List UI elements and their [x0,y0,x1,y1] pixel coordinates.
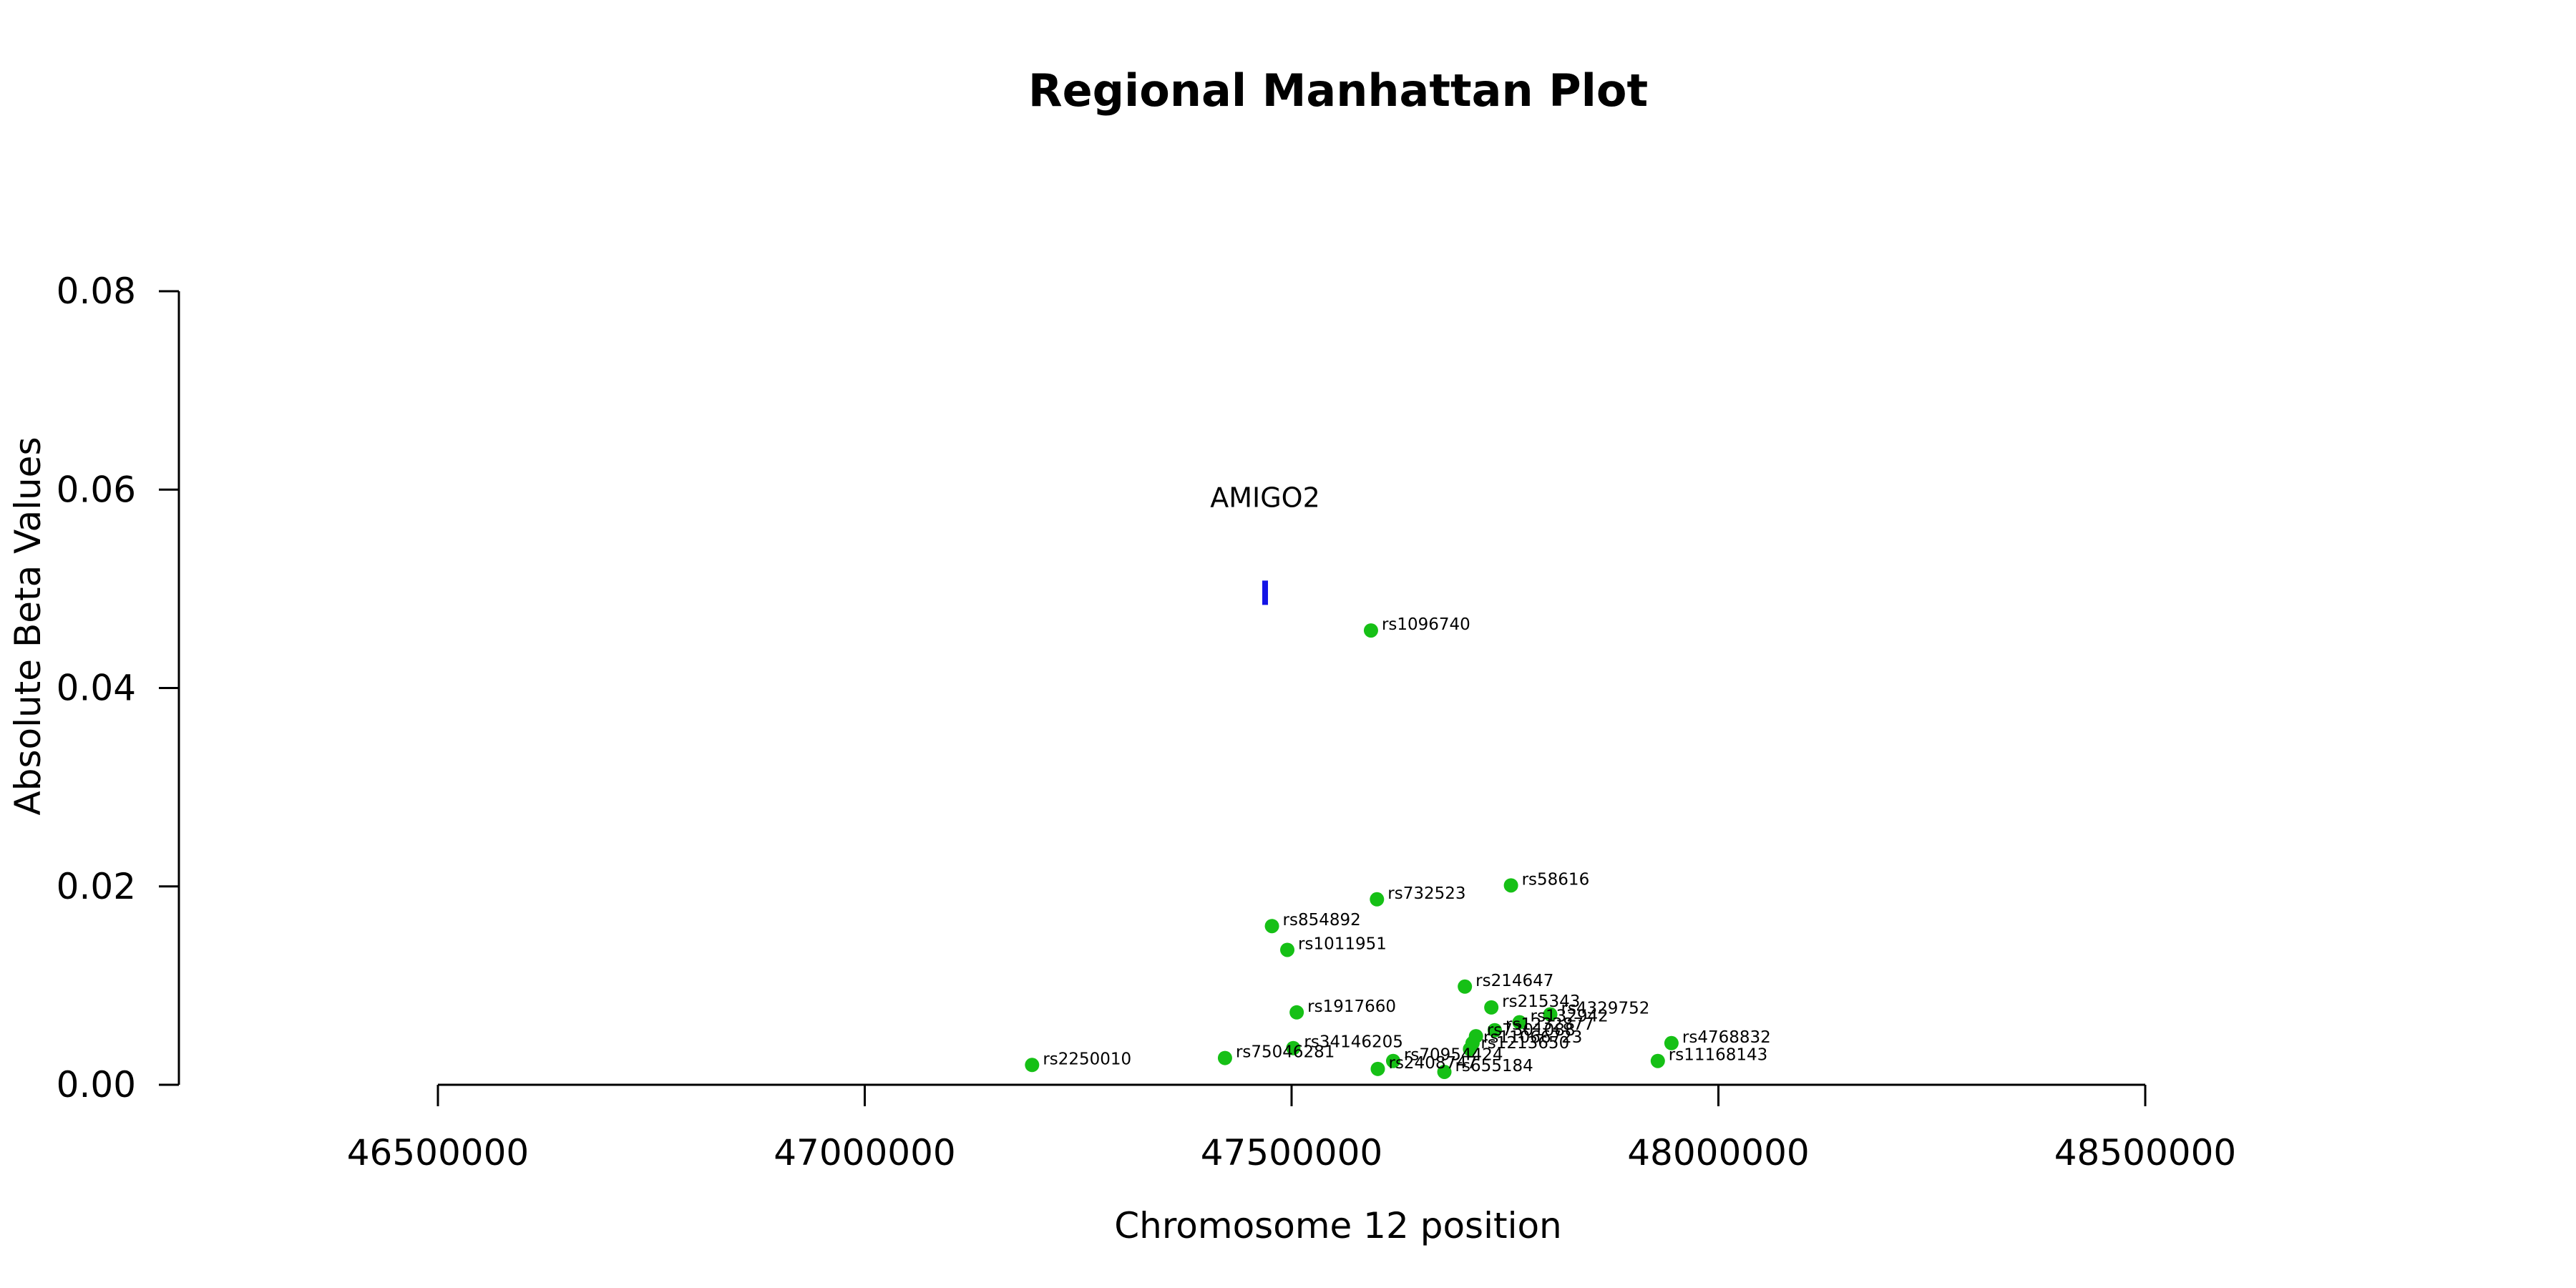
y-tick-label: 0.04 [57,668,136,709]
snp-point [1503,878,1518,893]
snp-point [1370,892,1385,907]
snp-label: rs4768832 [1682,1028,1771,1047]
snp-label: rs1232877 [1506,1015,1594,1034]
snp-point [1385,1053,1400,1068]
snp-label: rs732523 [1387,884,1465,903]
snp-label: rs854892 [1283,911,1361,930]
snp-label: rs1011951 [1298,935,1387,953]
x-tick-label: 47500000 [1201,1132,1383,1174]
x-tick-label: 48500000 [2054,1132,2237,1174]
axes: 0.00 0.02 0.04 0.06 0.08 46500000 47000000 4750… [57,270,2237,1174]
snp-label: rs11168143 [1669,1046,1768,1065]
snp-point [1512,1015,1527,1030]
snp-point [1487,1023,1502,1038]
snp-points [1025,623,1679,1079]
snp-label: rs75046281 [1236,1043,1335,1062]
snp-label: rs7301088 [1487,1021,1576,1040]
snp-point [1286,1040,1301,1055]
snp-label: rs1213650 [1480,1034,1569,1053]
gene-label: AMIGO2 [1210,482,1320,513]
x-tick-label: 48000000 [1627,1132,1810,1174]
snp-point [1437,1064,1452,1079]
y-tick-label: 0.08 [57,270,136,312]
snp-point [1264,919,1279,934]
snp-label: rs132942 [1531,1008,1609,1026]
y-tick-label: 0.06 [57,469,136,510]
snp-label: rs34146205 [1304,1033,1403,1052]
y-axis-label: Absolute Beta Values [7,437,49,816]
snp-label: rs58616 [1522,870,1590,889]
x-tick-label: 47000000 [774,1132,956,1174]
snp-point [1289,1005,1304,1020]
x-tick-label: 46500000 [347,1132,530,1174]
snp-label: rs2408747 [1388,1054,1477,1073]
snp-point [1484,1000,1499,1015]
snp-point [1458,979,1473,994]
snp-label: rs4329752 [1561,1000,1649,1018]
snp-point [1664,1035,1679,1050]
snp-label: rs11066723 [1483,1028,1583,1047]
snp-label: rs1096740 [1382,615,1470,634]
snp-point [1463,1042,1478,1057]
snp-label: rs214647 [1475,972,1553,990]
snp-labels: rs1096740 rs58616 rs732523 rs854892 rs101195… [1043,615,1770,1075]
chart-title: Regional Manhattan Plot [1028,64,1648,117]
snp-label: rs655184 [1455,1057,1533,1075]
snp-label: rs2250010 [1043,1050,1131,1068]
gene-markers: AMIGO2 [1210,482,1320,605]
snp-label: rs215343 [1502,992,1580,1011]
snp-point [1280,942,1295,957]
y-tick-label: 0.00 [57,1064,136,1106]
x-axis-label: Chromosome 12 position [1114,1205,1562,1246]
y-tick-label: 0.02 [57,866,136,907]
snp-label: rs1917660 [1307,997,1396,1016]
snp-point [1543,1007,1558,1022]
snp-point [1370,1061,1385,1076]
snp-point [1217,1050,1232,1065]
snp-point [1025,1058,1040,1073]
snp-label: rs70954424 [1404,1046,1503,1065]
snp-point [1363,623,1378,638]
snp-point [1650,1053,1665,1068]
